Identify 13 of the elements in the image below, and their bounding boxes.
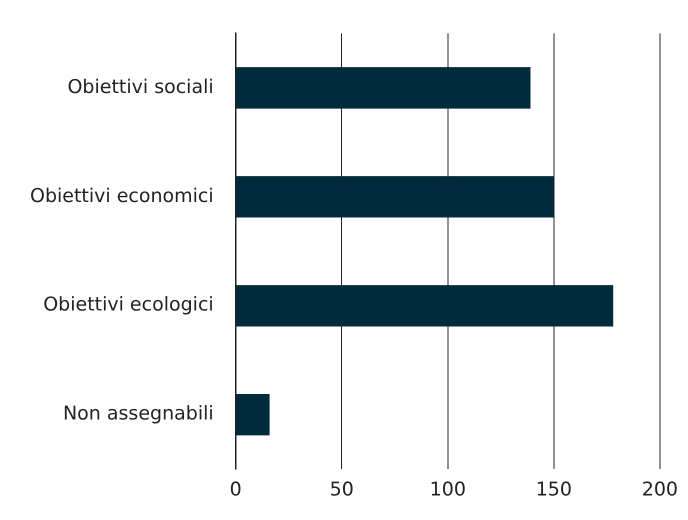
- y-tick-label: Obiettivi ecologici: [43, 294, 214, 316]
- x-tick-label: 150: [536, 478, 572, 501]
- y-tick-label: Non assegnabili: [62, 402, 214, 425]
- y-tick-label: Obiettivi sociali: [67, 76, 214, 98]
- x-tick-label: 100: [430, 478, 466, 501]
- bar: [236, 394, 270, 436]
- bar: [236, 176, 554, 218]
- bar: [236, 67, 530, 109]
- x-tick-label: 0: [230, 478, 242, 501]
- x-tick-label: 50: [330, 478, 354, 501]
- x-tick-label: 200: [642, 478, 678, 501]
- bar: [236, 285, 614, 326]
- y-tick-label: Obiettivi economici: [30, 184, 214, 207]
